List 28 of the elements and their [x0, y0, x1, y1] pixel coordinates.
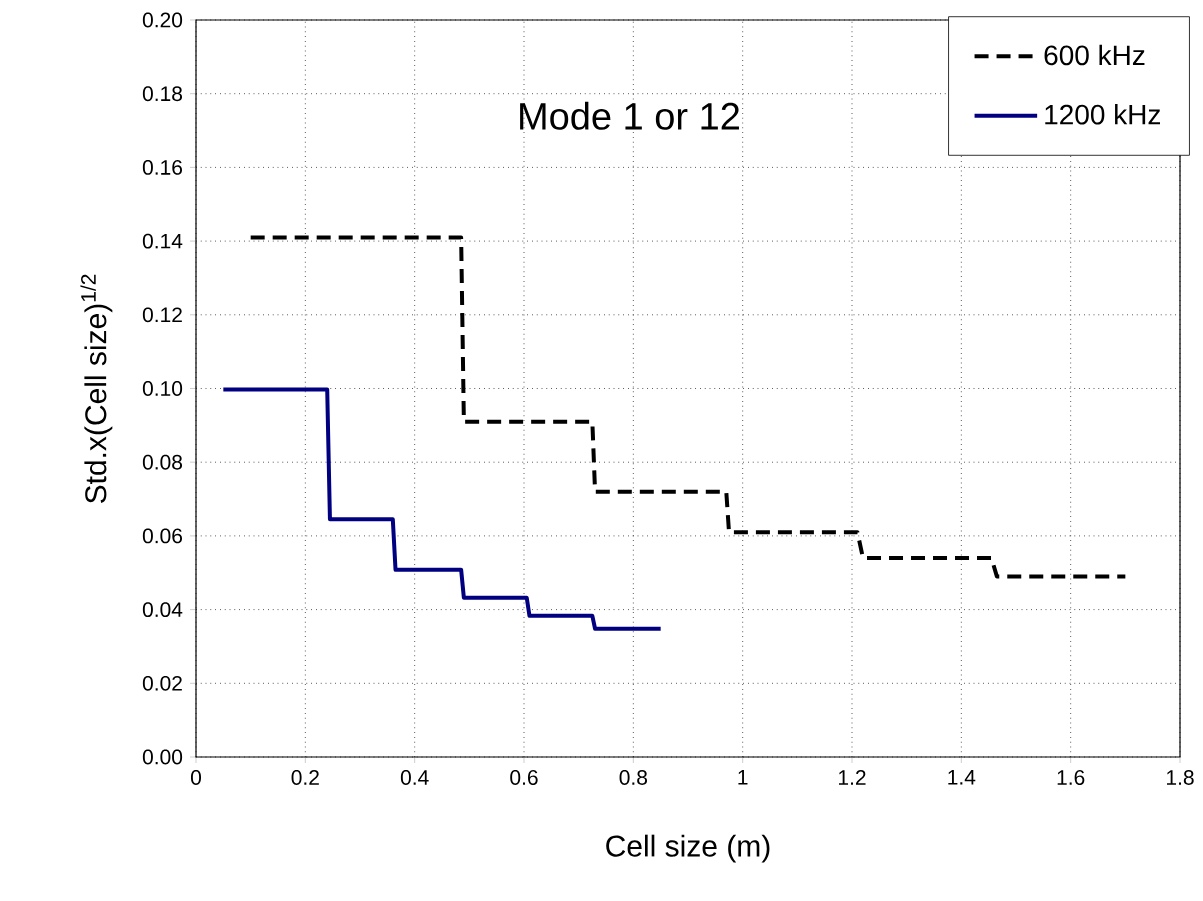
- x-tick-label: 1: [738, 770, 748, 785]
- line-series: [221, 387, 663, 631]
- y-tick-label: 0.18: [142, 86, 183, 102]
- x-axis-title: Cell size (m): [606, 834, 770, 863]
- x-tick-label: 0.6: [510, 770, 538, 785]
- x-tick-label: 0: [190, 770, 202, 785]
- y-tick-label: 0.04: [142, 602, 183, 618]
- x-tick-label: 0.2: [291, 770, 319, 785]
- y-tick-label: 0.16: [142, 159, 183, 175]
- x-tick-label: 1.4: [948, 770, 976, 785]
- text: Mode 1 or 12: [520, 101, 739, 130]
- x-tick-label: 0.4: [400, 770, 429, 785]
- x-tick-label: 1.2: [839, 770, 866, 785]
- x-tick-label: 1.6: [1057, 770, 1085, 785]
- y-tick-label: 0.02: [142, 675, 182, 691]
- x-tick-label: 0.8: [619, 770, 648, 785]
- y-tick-label: 0.20: [142, 12, 183, 28]
- y-tick-label: 0.10: [142, 381, 183, 396]
- legend-label: 1200 kHz: [1045, 103, 1161, 125]
- y-tick-label: 0.12: [142, 307, 182, 323]
- legend-label: 600 kHz: [1044, 44, 1145, 66]
- y-tick-label: 0.00: [142, 749, 183, 765]
- y-tick-label: 0.06: [142, 528, 183, 544]
- y-axis-title: Std.x(Cell size)$^{1/2}$: [80, 274, 113, 504]
- line-series: [248, 235, 1128, 579]
- y-tick-label: 0.08: [142, 454, 183, 470]
- y-tick-label: 0.14: [142, 233, 183, 249]
- x-tick-label: 1.8: [1167, 770, 1194, 785]
